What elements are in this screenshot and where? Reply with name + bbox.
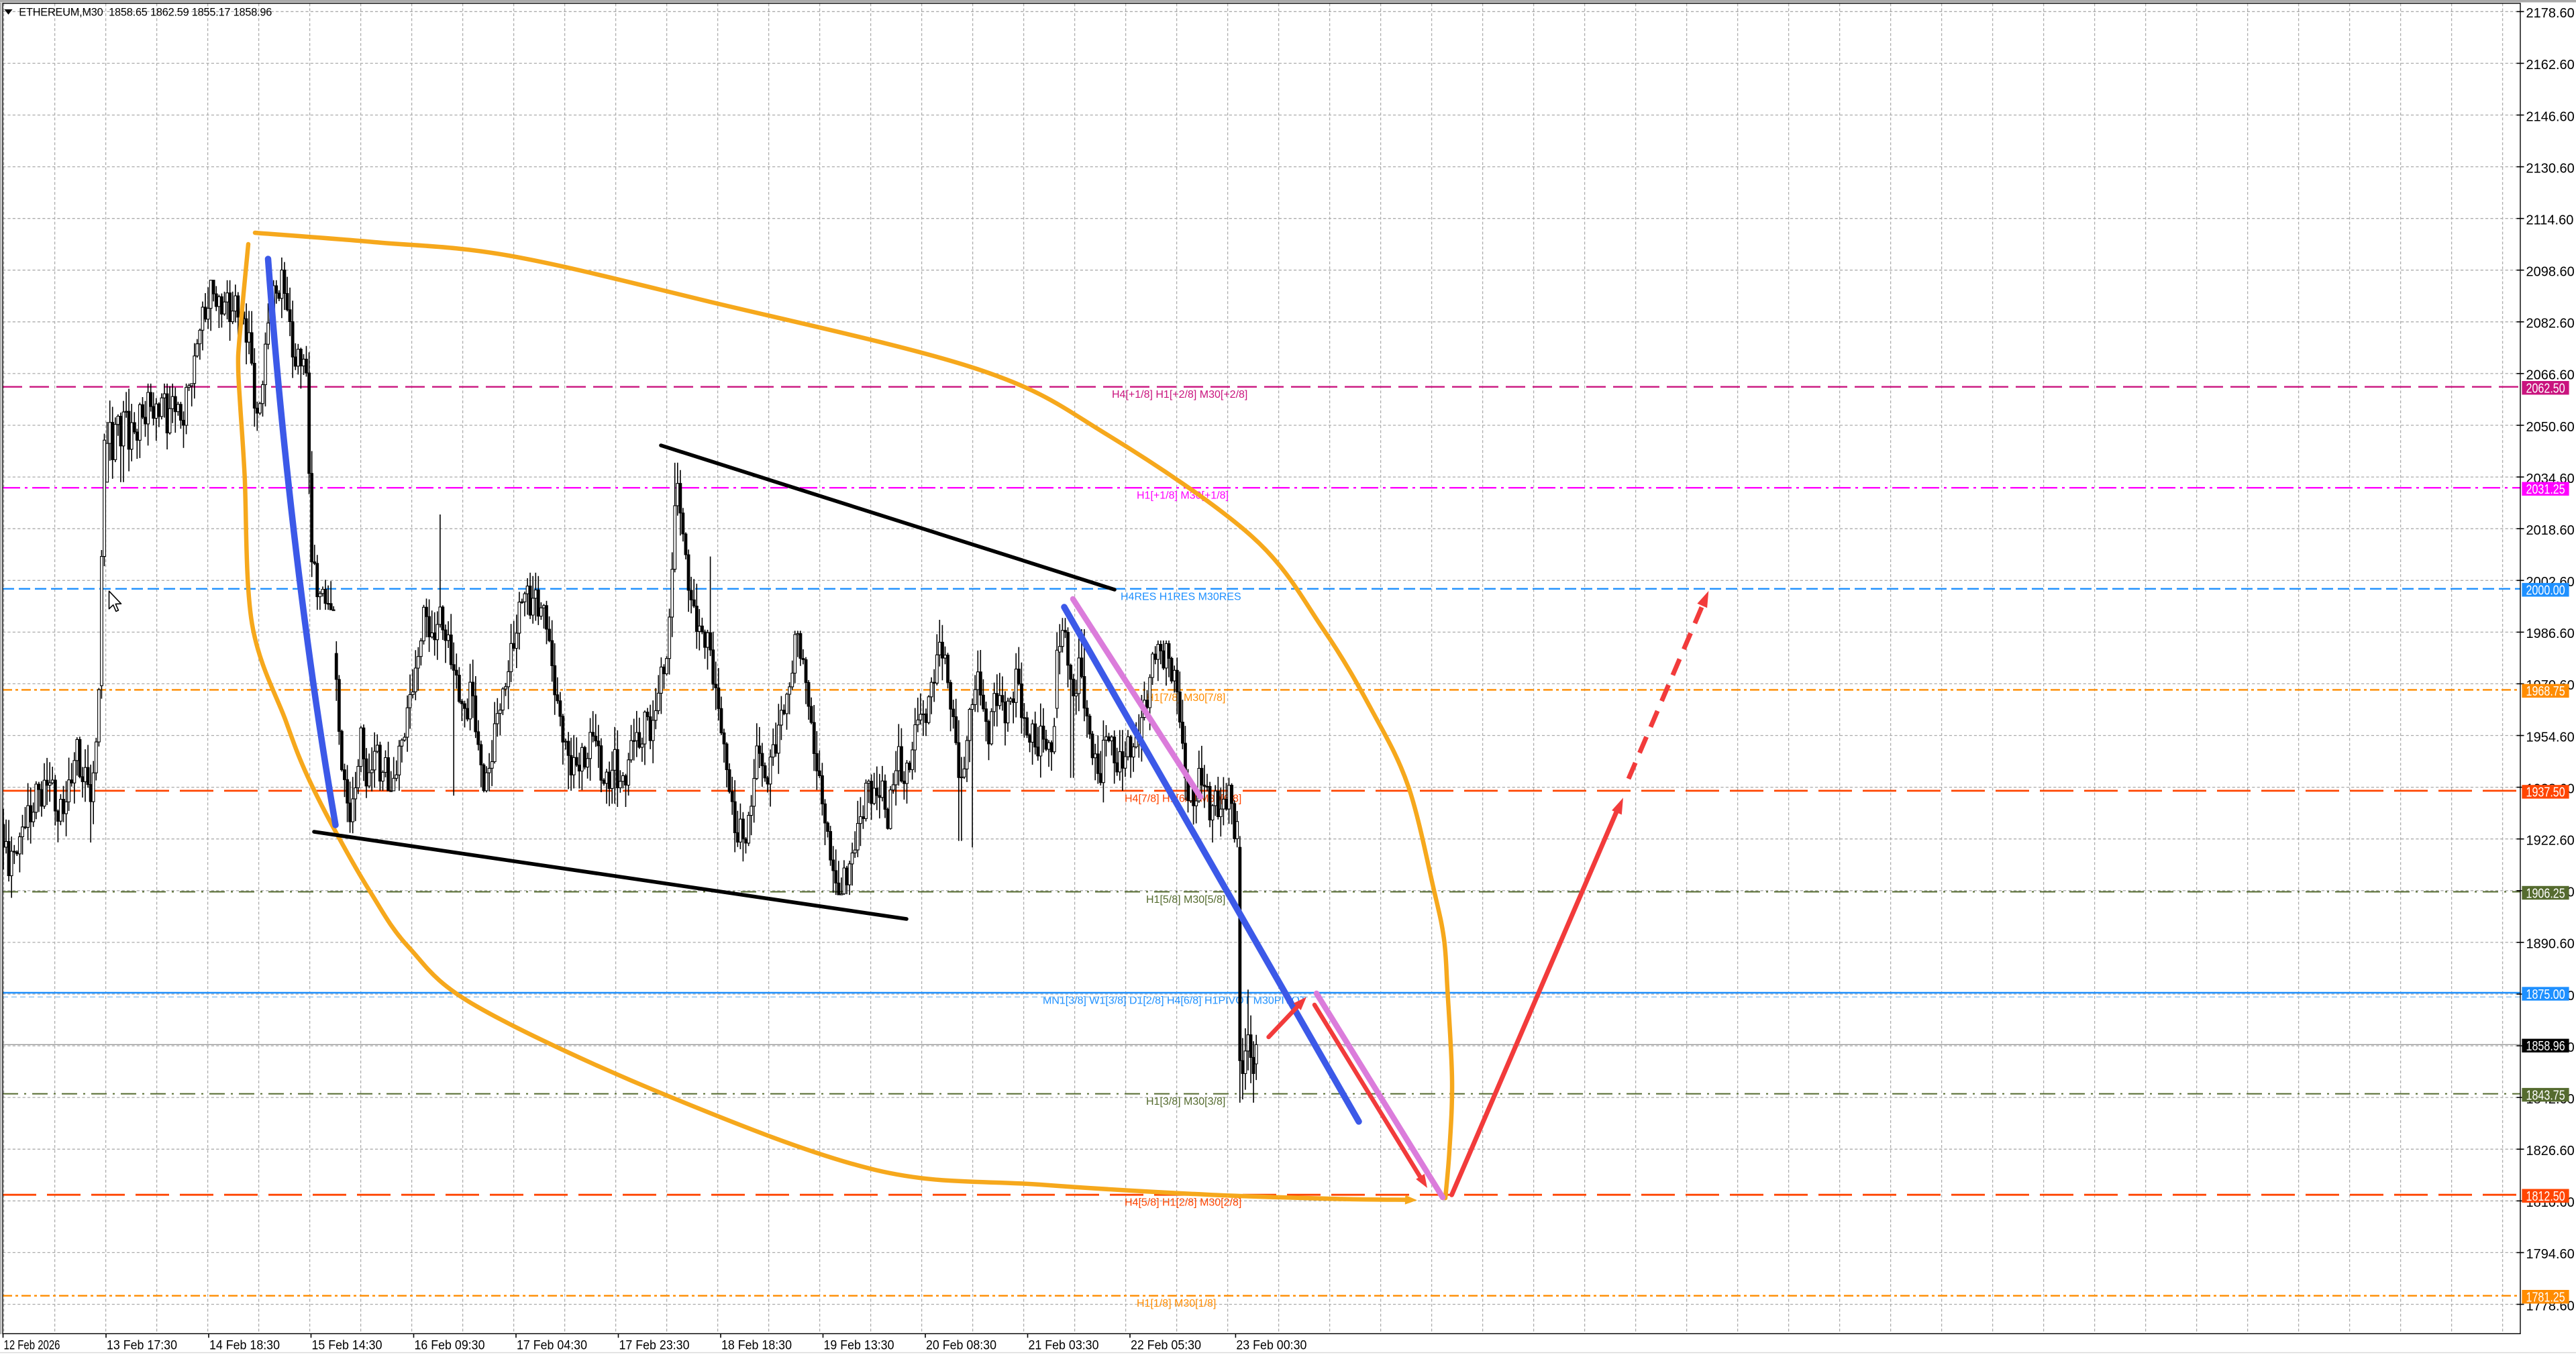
svg-text:15 Feb 14:30: 15 Feb 14:30 (312, 1338, 382, 1353)
svg-text:19 Feb 13:30: 19 Feb 13:30 (824, 1338, 894, 1353)
svg-text:2066.60: 2066.60 (2526, 368, 2575, 383)
svg-text:21 Feb 03:30: 21 Feb 03:30 (1029, 1338, 1099, 1353)
svg-text:H4[5/8] H1[2/8] M30[2/8]: H4[5/8] H1[2/8] M30[2/8] (1125, 1197, 1241, 1209)
svg-text:18 Feb 18:30: 18 Feb 18:30 (721, 1338, 792, 1353)
svg-text:H1[3/8] M30[3/8]: H1[3/8] M30[3/8] (1146, 1096, 1225, 1107)
svg-text:12 Feb 2026: 12 Feb 2026 (4, 1338, 60, 1353)
svg-text:ETHEREUM,M30 1858.65 1862.59: ETHEREUM,M30 1858.65 1862.59 1855.17 185… (19, 7, 272, 19)
svg-text:H4RES H1RES M30RES: H4RES H1RES M30RES (1121, 591, 1241, 602)
svg-text:1875.00: 1875.00 (2526, 987, 2565, 1002)
svg-text:13 Feb 17:30: 13 Feb 17:30 (107, 1338, 177, 1353)
svg-text:H4[+1/8] H1[+2/8] M30[+2/8]: H4[+1/8] H1[+2/8] M30[+2/8] (1112, 389, 1247, 400)
svg-text:20 Feb 08:30: 20 Feb 08:30 (926, 1338, 996, 1353)
svg-text:2000.00: 2000.00 (2526, 584, 2565, 598)
svg-text:2178.60: 2178.60 (2526, 6, 2575, 21)
svg-text:1794.60: 1794.60 (2526, 1247, 2575, 1262)
svg-text:17 Feb 23:30: 17 Feb 23:30 (619, 1338, 690, 1353)
svg-text:H1[7/8] M30[7/8]: H1[7/8] M30[7/8] (1146, 692, 1225, 704)
svg-text:16 Feb 09:30: 16 Feb 09:30 (415, 1338, 485, 1353)
svg-text:1922.60: 1922.60 (2526, 834, 2575, 849)
svg-text:22 Feb 05:30: 22 Feb 05:30 (1131, 1338, 1201, 1353)
svg-text:1906.25: 1906.25 (2526, 886, 2565, 901)
svg-text:23 Feb 00:30: 23 Feb 00:30 (1236, 1338, 1306, 1353)
svg-text:2031.25: 2031.25 (2526, 482, 2565, 497)
svg-text:1890.60: 1890.60 (2526, 937, 2575, 952)
svg-text:1781.25: 1781.25 (2526, 1291, 2565, 1305)
svg-text:17 Feb 04:30: 17 Feb 04:30 (517, 1338, 587, 1353)
svg-text:1954.60: 1954.60 (2526, 730, 2575, 745)
svg-text:2162.60: 2162.60 (2526, 58, 2575, 72)
svg-text:2114.60: 2114.60 (2526, 213, 2574, 228)
svg-text:1937.50: 1937.50 (2526, 785, 2565, 800)
svg-text:2018.60: 2018.60 (2526, 523, 2575, 538)
svg-text:1826.60: 1826.60 (2526, 1144, 2575, 1158)
svg-text:H1[5/8] M30[5/8]: H1[5/8] M30[5/8] (1146, 894, 1225, 906)
svg-text:1986.60: 1986.60 (2526, 627, 2575, 641)
svg-text:1968.75: 1968.75 (2526, 684, 2565, 699)
svg-text:2062.50: 2062.50 (2526, 382, 2565, 396)
svg-text:2050.60: 2050.60 (2526, 420, 2575, 435)
svg-text:1843.75: 1843.75 (2526, 1088, 2565, 1103)
svg-text:14 Feb 18:30: 14 Feb 18:30 (209, 1338, 280, 1353)
svg-text:2098.60: 2098.60 (2526, 265, 2575, 280)
svg-text:2146.60: 2146.60 (2526, 109, 2575, 124)
svg-text:1858.96: 1858.96 (2526, 1039, 2565, 1054)
svg-text:1812.50: 1812.50 (2526, 1189, 2565, 1204)
svg-text:2082.60: 2082.60 (2526, 317, 2575, 331)
svg-text:H4[7/8] H1[6/8] M30[6/8]: H4[7/8] H1[6/8] M30[6/8] (1125, 793, 1241, 804)
svg-text:H1[+1/8] M30[+1/8]: H1[+1/8] M30[+1/8] (1137, 490, 1229, 502)
svg-text:2130.60: 2130.60 (2526, 161, 2575, 176)
svg-text:H1[1/8] M30[1/8]: H1[1/8] M30[1/8] (1137, 1298, 1216, 1309)
